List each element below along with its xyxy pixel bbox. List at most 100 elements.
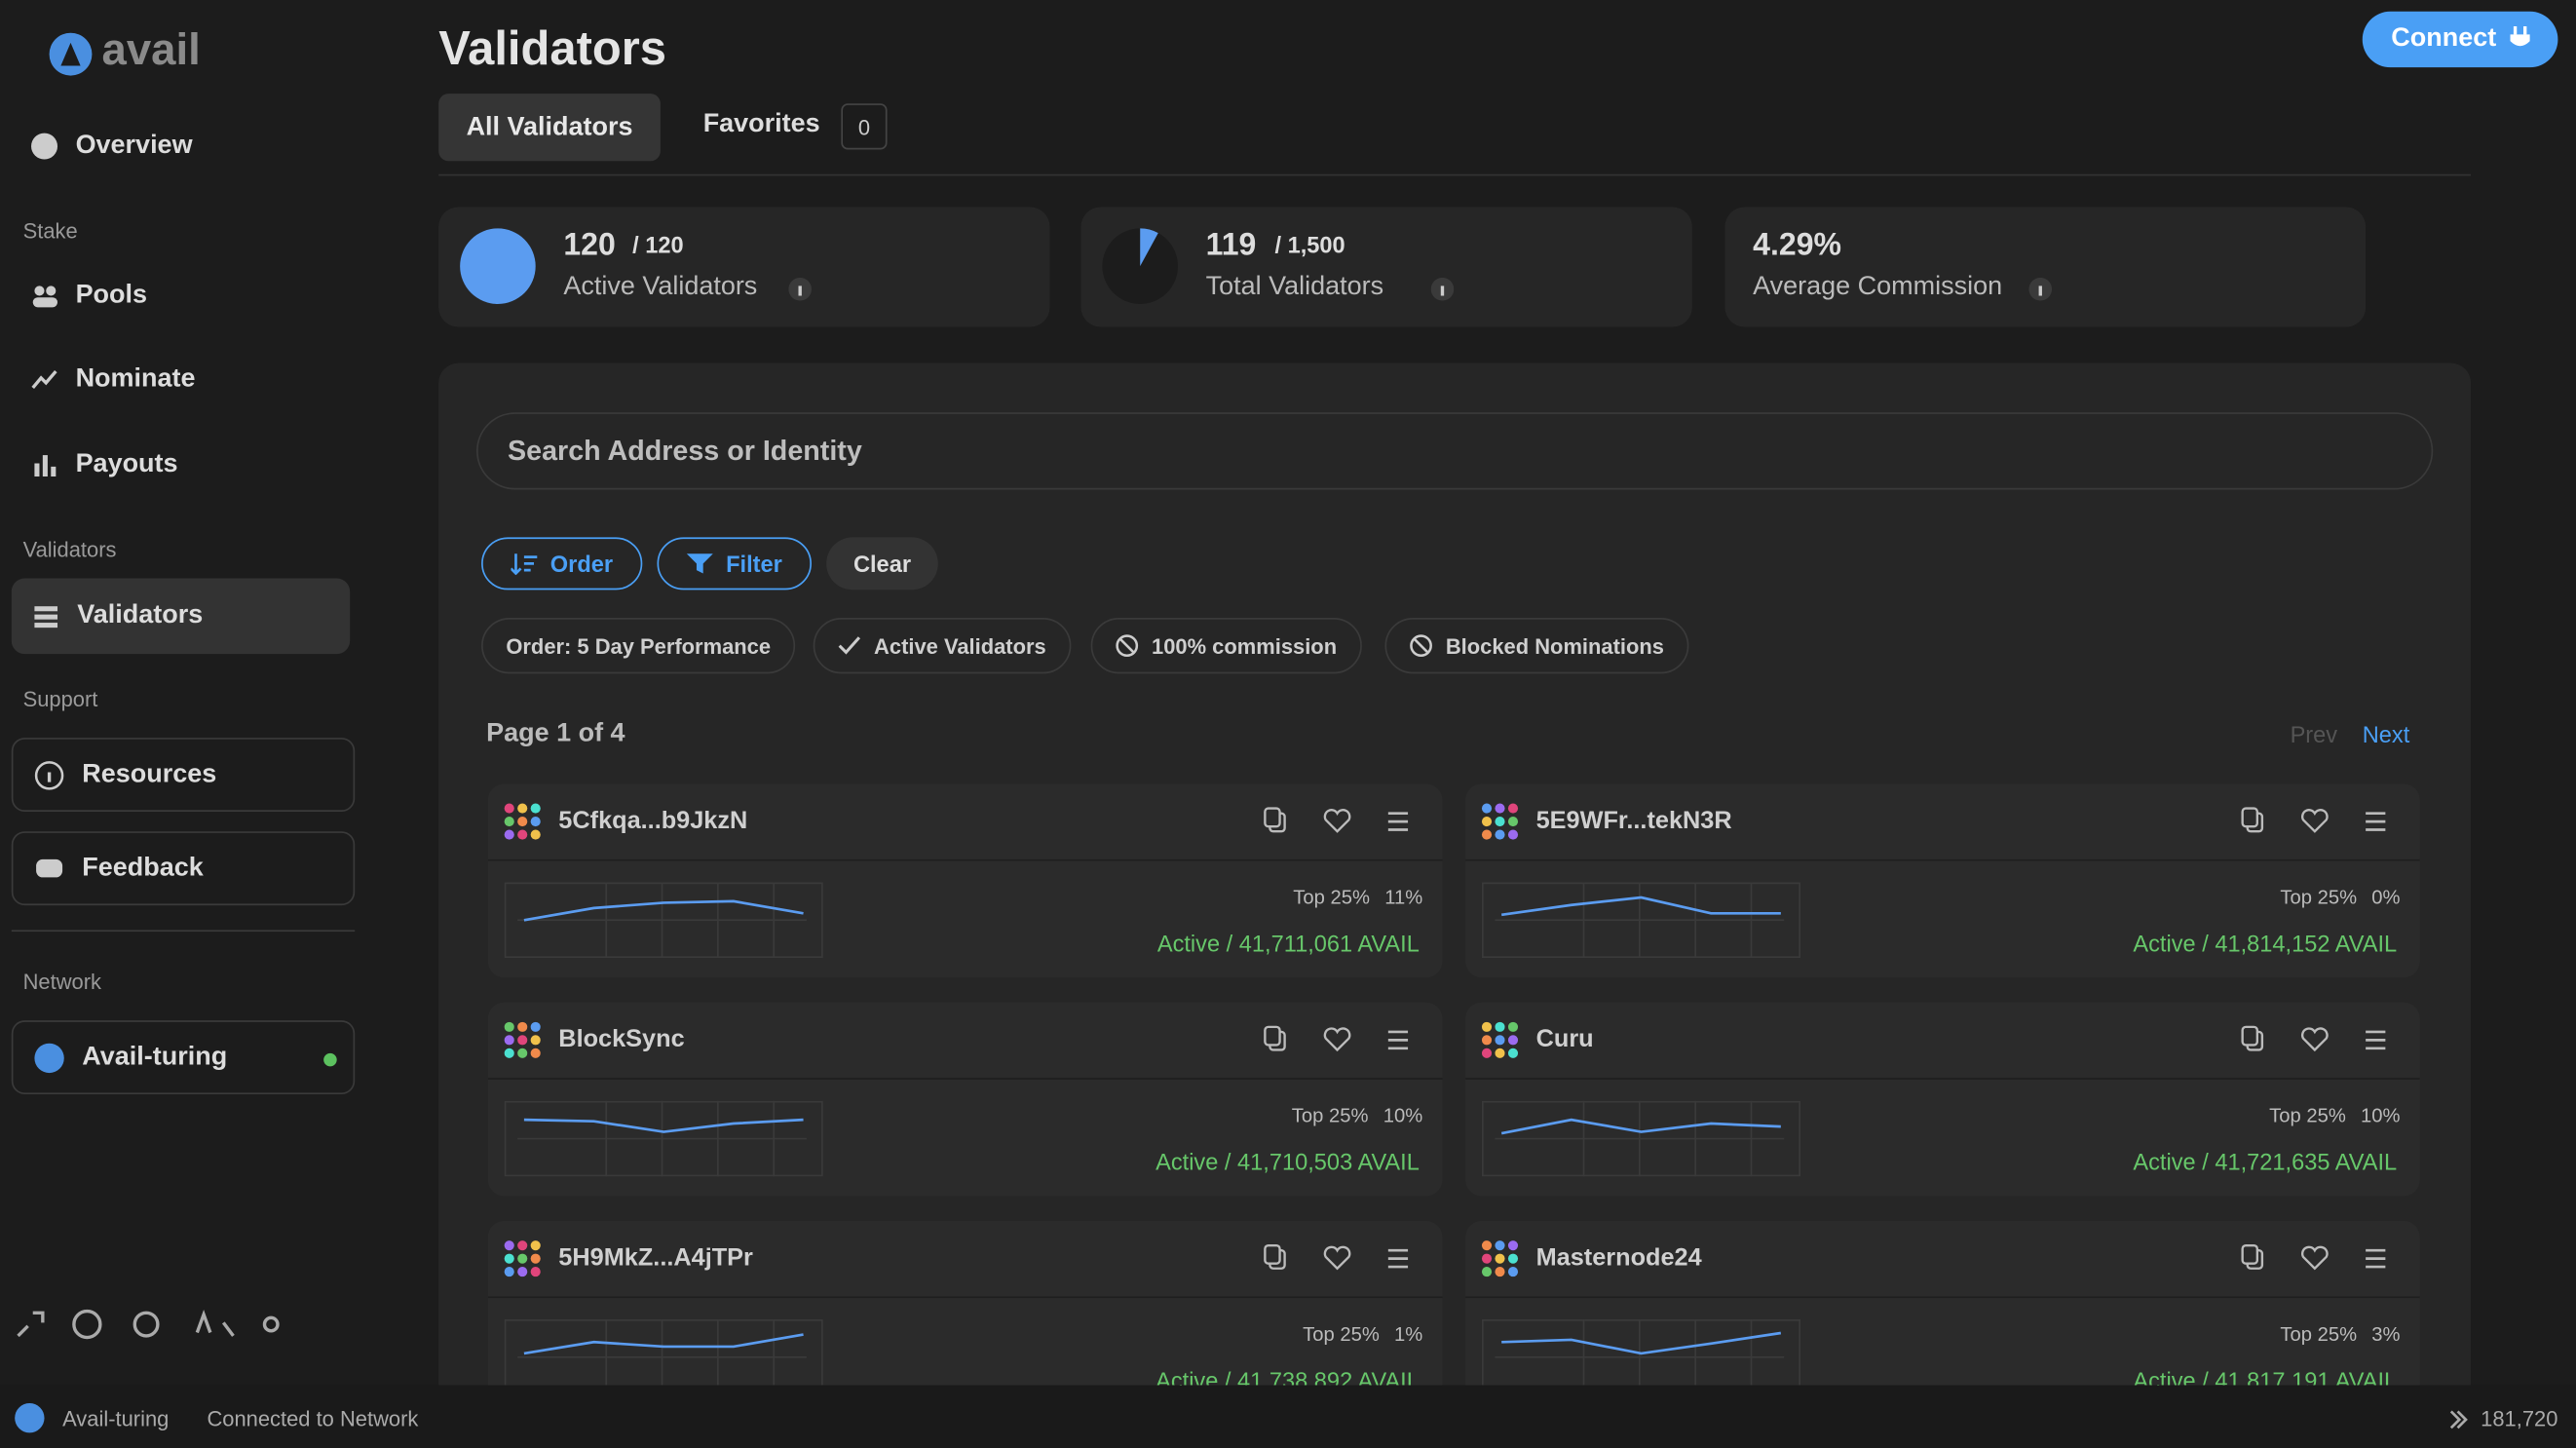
identicon-dot <box>1481 1035 1493 1046</box>
nav-item[interactable]: Pools <box>29 281 147 310</box>
nav-label: Nominate <box>75 364 196 394</box>
performance-line <box>523 1118 804 1133</box>
identicon-dot <box>1507 1253 1519 1264</box>
performance-chart <box>1481 1319 1801 1395</box>
identicon-dot <box>1507 1267 1519 1277</box>
card-actions[interactable] <box>2238 1242 2403 1276</box>
prev-button[interactable]: Prev <box>2290 721 2338 748</box>
identicon <box>504 1240 541 1277</box>
identicon <box>504 803 541 840</box>
stat-pie <box>1102 228 1179 304</box>
identicon-dot <box>1481 1021 1493 1032</box>
validator-meta: Top 25% 10% <box>1292 1104 1422 1127</box>
validator-panel: Search Address or Identity Order Filter … <box>438 362 2472 1415</box>
divider <box>438 173 2472 176</box>
validator-card: BlockSync Top 25% 10% Active / 41,710,503 A… <box>487 1002 1443 1197</box>
chart-frame <box>1481 1100 1801 1177</box>
validator-name: 5E9WFr...tekN3R <box>1535 806 1732 835</box>
identicon-dot <box>530 1048 541 1058</box>
footer-icons[interactable] <box>13 1307 300 1343</box>
identicon-dot <box>1507 803 1519 814</box>
tab[interactable]: Favorites <box>702 109 820 138</box>
clear-button[interactable]: Clear <box>826 537 938 591</box>
performance-line <box>1501 1331 1782 1355</box>
identicon-dot <box>504 829 514 840</box>
identicon-dot <box>1507 829 1519 840</box>
divider <box>487 1296 1443 1299</box>
order-button[interactable]: Order <box>481 537 643 591</box>
performance-chart <box>504 1100 823 1177</box>
commission: 0% <box>2371 885 2401 909</box>
nav-item[interactable]: Overview <box>29 132 193 161</box>
search-input[interactable]: Search Address or Identity <box>475 412 2434 490</box>
identicon-dot <box>1481 1240 1493 1251</box>
filter-button[interactable]: Filter <box>657 537 812 591</box>
chip[interactable]: Order: 5 Day Performance <box>481 618 796 674</box>
identicon-dot <box>517 1267 528 1277</box>
stat-value: 120 <box>563 228 616 263</box>
logo: avail <box>101 24 201 74</box>
nav-item[interactable]: Resources <box>11 738 356 812</box>
validator-card: 5H9MkZ...A4jTPr Top 25% 1% Active / 41,738,… <box>487 1220 1443 1415</box>
identicon-dot <box>1507 1240 1519 1251</box>
validator-meta: Top 25% 3% <box>2280 1322 2400 1346</box>
chip[interactable]: 100% commission <box>1090 618 1362 674</box>
chart-frame <box>1481 882 1801 959</box>
nav-item[interactable]: Feedback <box>11 831 356 906</box>
stat-value: 4.29% <box>1753 228 1842 263</box>
performance-chart <box>504 882 823 959</box>
nav-item[interactable]: Nominate <box>29 364 195 394</box>
validator-status: Active / 41,814,152 AVAIL <box>2133 930 2398 957</box>
commission: 10% <box>2361 1104 2401 1127</box>
stat-label: Active Validators <box>563 272 758 301</box>
performance-line <box>1500 1118 1781 1135</box>
identicon-dot <box>504 1048 514 1058</box>
info-icon <box>788 277 812 301</box>
chip[interactable]: Active Validators <box>813 618 1072 674</box>
divider <box>11 930 356 933</box>
identicon-dot <box>1481 803 1493 814</box>
nav-item-active[interactable]: Validators <box>11 578 351 655</box>
status-bar: Avail-turing Connected to Network 181,72… <box>0 1385 2576 1448</box>
identicon-dot <box>504 1035 514 1046</box>
tab-active[interactable]: All Validators <box>438 94 661 162</box>
performance-line <box>1500 895 1781 917</box>
identicon-dot <box>517 1253 528 1264</box>
identicon-dot <box>1507 1035 1519 1046</box>
identicon-dot <box>517 1048 528 1058</box>
card-actions[interactable] <box>2238 1024 2403 1057</box>
validator-card: Curu Top 25% 10% Active / 41,721,635 AVAIL <box>1465 1002 2420 1197</box>
nav-item[interactable]: Payouts <box>29 450 178 479</box>
validator-status: Active / 41,710,503 AVAIL <box>1155 1148 1420 1175</box>
page-title: Validators <box>438 22 666 76</box>
connect-button[interactable]: Connect <box>2362 11 2558 68</box>
card-actions[interactable] <box>1260 805 1424 838</box>
block-icon <box>2449 1410 2468 1429</box>
chip-label: 100% commission <box>1152 633 1338 659</box>
nav-label: Pools <box>75 281 148 310</box>
identicon-dot <box>1495 1267 1505 1277</box>
identicon-dot <box>504 817 514 827</box>
validator-meta: Top 25% 11% <box>1293 886 1422 909</box>
chart-frame <box>504 882 823 959</box>
identicon-dot <box>504 1021 514 1032</box>
identicon-dot <box>1481 1048 1493 1058</box>
identicon-dot <box>1495 1048 1505 1058</box>
card-actions[interactable] <box>1260 1242 1424 1276</box>
pie-slice <box>460 228 536 304</box>
identicon-dot <box>1481 829 1493 840</box>
chip[interactable]: Blocked Nominations <box>1384 618 1689 674</box>
card-actions[interactable] <box>2238 805 2403 838</box>
next-button[interactable]: Next <box>2362 721 2410 748</box>
stat-total: / 120 <box>632 231 684 258</box>
card-actions[interactable] <box>1260 1024 1424 1057</box>
identicon-dot <box>517 1021 528 1032</box>
identicon-dot <box>1507 1048 1519 1058</box>
validator-status: Active / 41,711,061 AVAIL <box>1156 930 1420 957</box>
identicon-dot <box>1495 829 1505 840</box>
info-mark <box>798 286 802 296</box>
network-select[interactable]: Avail-turing <box>11 1020 356 1095</box>
nav-label: Resources <box>82 759 217 788</box>
